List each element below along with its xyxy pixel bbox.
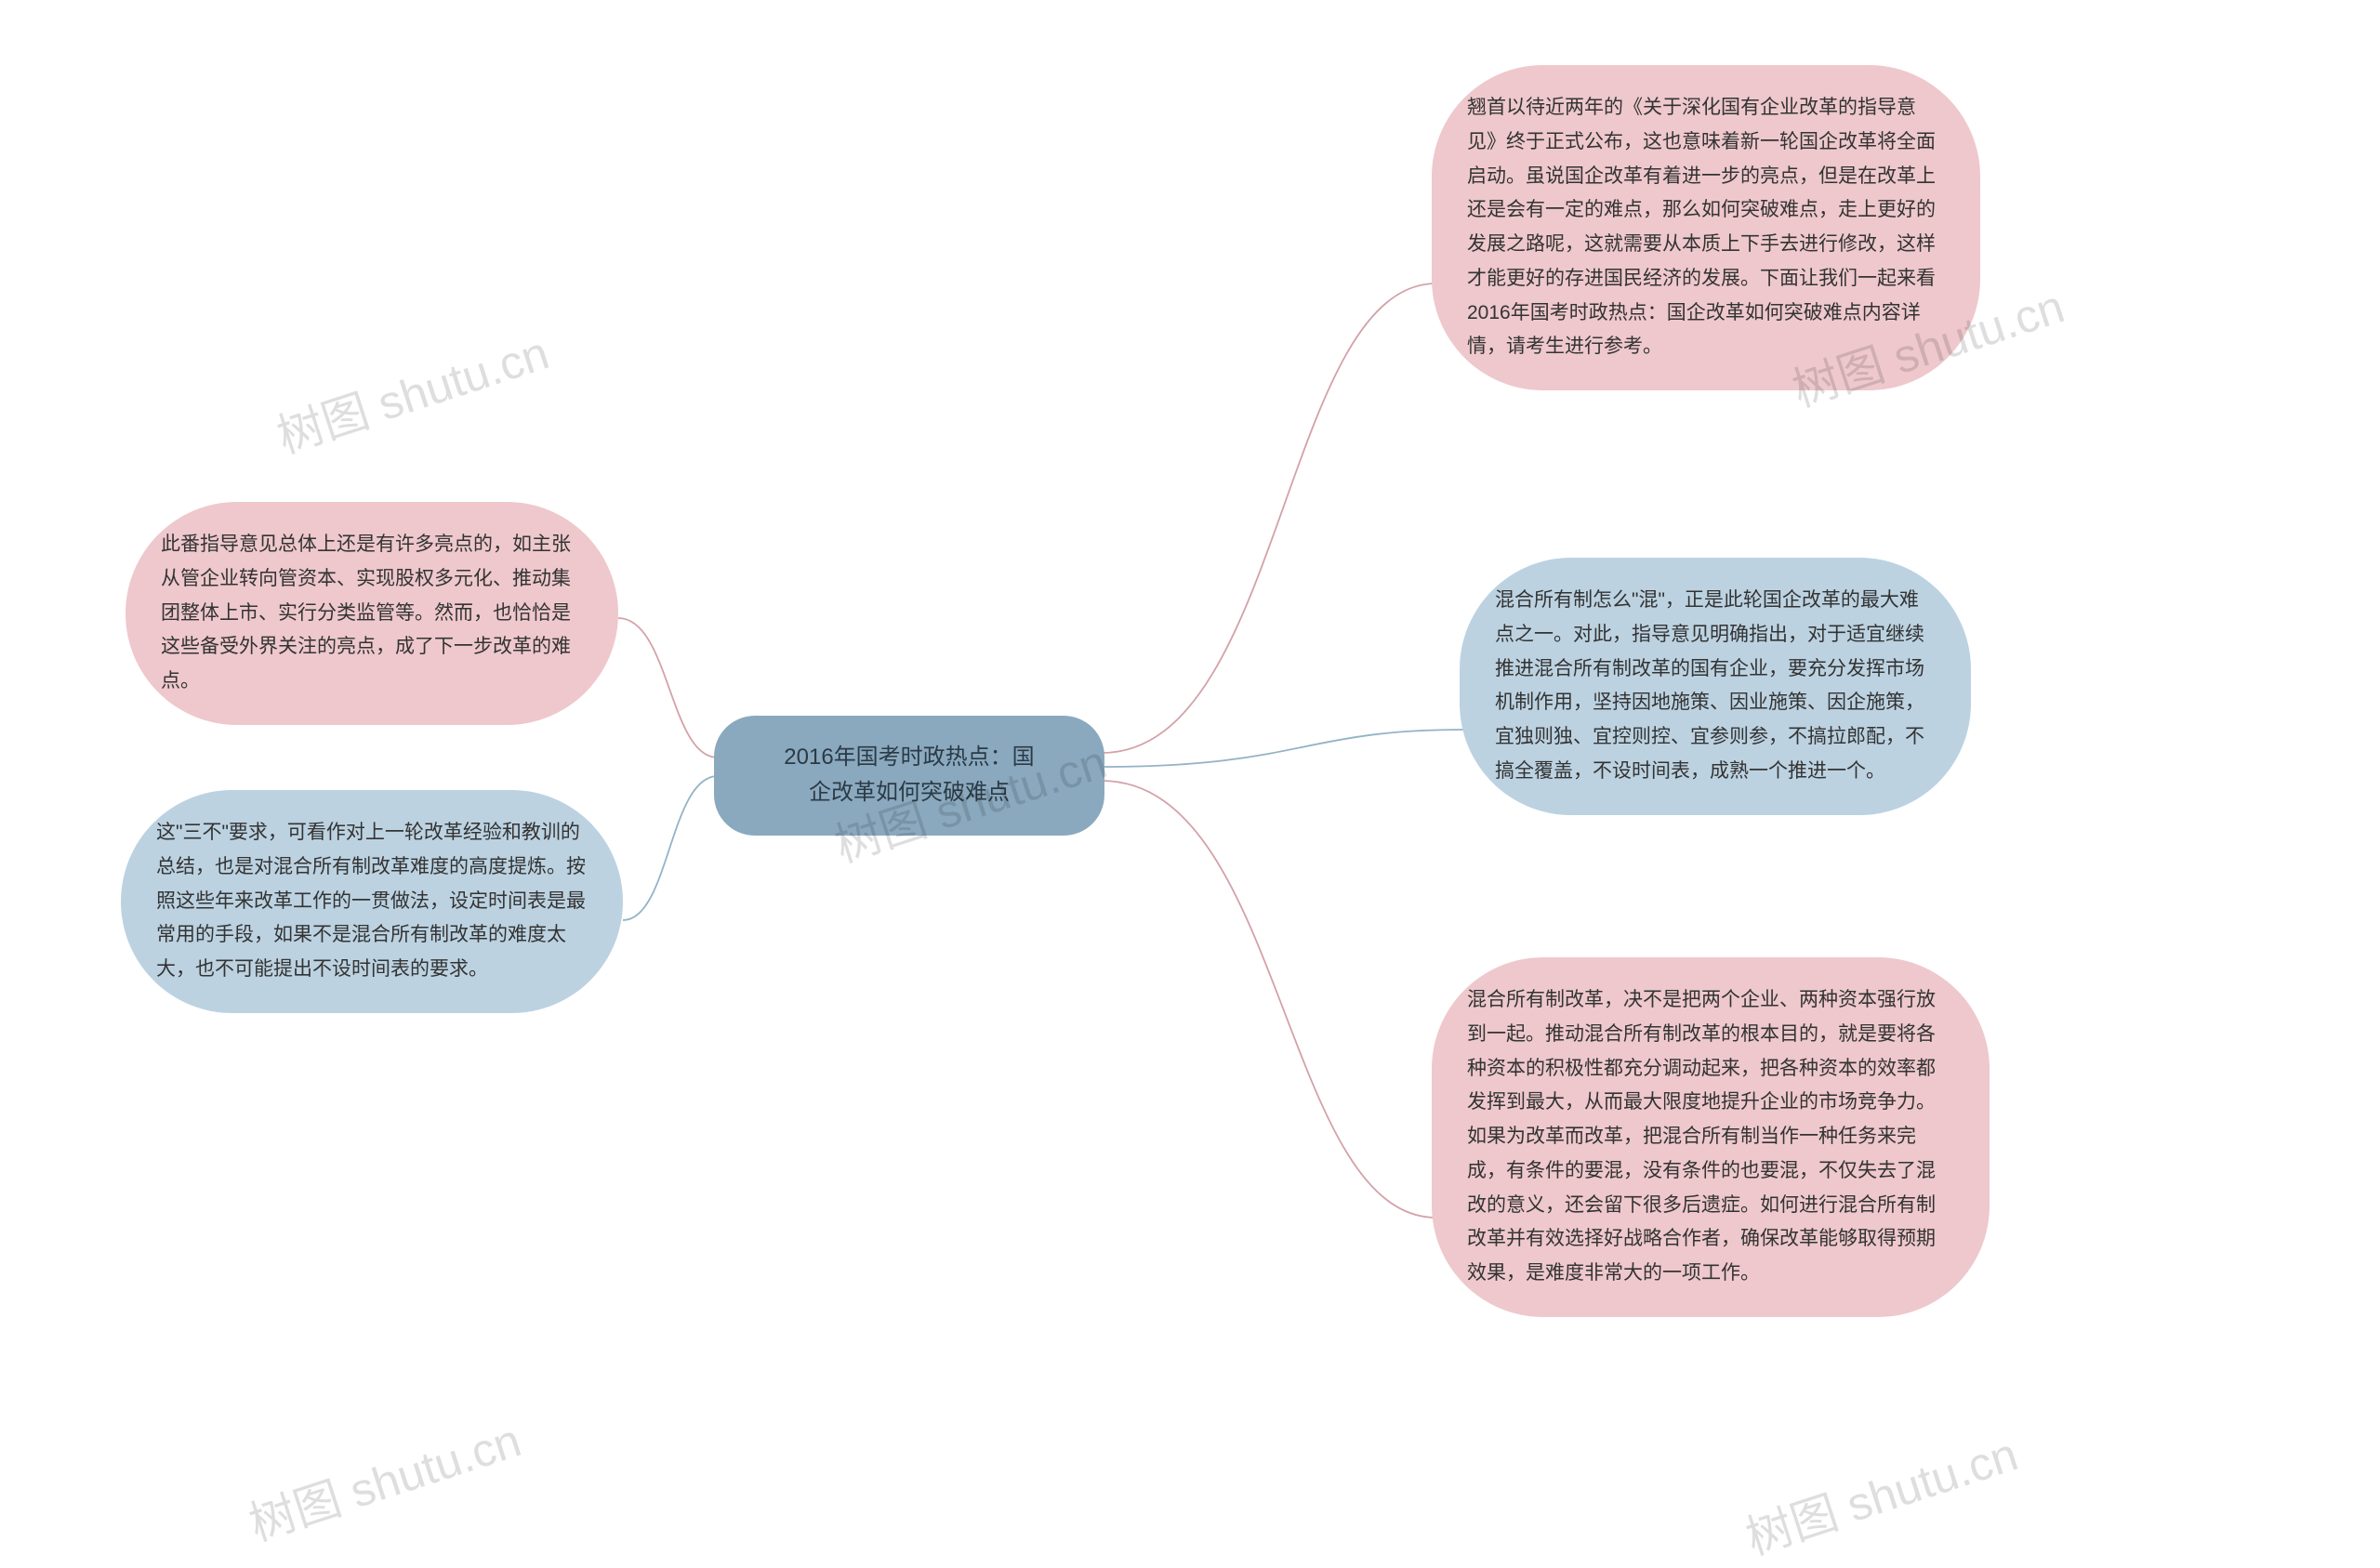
node-r1[interactable]: 翘首以待近两年的《关于深化国有企业改革的指导意见》终于正式公布，这也意味着新一轮… (1432, 65, 1980, 390)
center-node-text: 2016年国考时政热点：国企改革如何突破难点 (784, 744, 1034, 805)
node-l1-text: 此番指导意见总体上还是有许多亮点的，如主张从管企业转向管资本、实现股权多元化、推… (161, 534, 571, 692)
connector-layer (0, 0, 2380, 1559)
node-r1-text: 翘首以待近两年的《关于深化国有企业改革的指导意见》终于正式公布，这也意味着新一轮… (1467, 97, 1936, 357)
connector-l1 (618, 618, 718, 758)
connector-r1 (1102, 283, 1436, 753)
mindmap-canvas: 2016年国考时政热点：国企改革如何突破难点 翘首以待近两年的《关于深化国有企业… (0, 0, 2380, 1559)
connector-r3 (1102, 781, 1436, 1218)
watermark: 树图 shutu.cn (240, 1403, 528, 1554)
connector-l2 (623, 776, 718, 920)
node-l1[interactable]: 此番指导意见总体上还是有许多亮点的，如主张从管企业转向管资本、实现股权多元化、推… (126, 502, 618, 725)
node-l2-text: 这"三不"要求，可看作对上一轮改革经验和教训的总结，也是对混合所有制改革难度的高… (156, 822, 586, 980)
center-node[interactable]: 2016年国考时政热点：国企改革如何突破难点 (714, 716, 1104, 836)
watermark-text: 树图 shutu.cn (243, 1414, 526, 1550)
node-l2[interactable]: 这"三不"要求，可看作对上一轮改革经验和教训的总结，也是对混合所有制改革难度的高… (121, 790, 623, 1013)
node-r2-text: 混合所有制怎么"混"，正是此轮国企改革的最大难点之一。对此，指导意见明确指出，对… (1495, 589, 1924, 782)
connector-r2 (1102, 730, 1464, 767)
watermark: 树图 shutu.cn (268, 316, 556, 467)
watermark-text: 树图 shutu.cn (271, 326, 554, 463)
node-r2[interactable]: 混合所有制怎么"混"，正是此轮国企改革的最大难点之一。对此，指导意见明确指出，对… (1460, 558, 1971, 815)
node-r3[interactable]: 混合所有制改革，决不是把两个企业、两种资本强行放到一起。推动混合所有制改革的根本… (1432, 957, 1990, 1317)
watermark: 树图 shutu.cn (1737, 1417, 2025, 1568)
watermark-text: 树图 shutu.cn (1739, 1428, 2023, 1564)
node-r3-text: 混合所有制改革，决不是把两个企业、两种资本强行放到一起。推动混合所有制改革的根本… (1467, 989, 1936, 1284)
